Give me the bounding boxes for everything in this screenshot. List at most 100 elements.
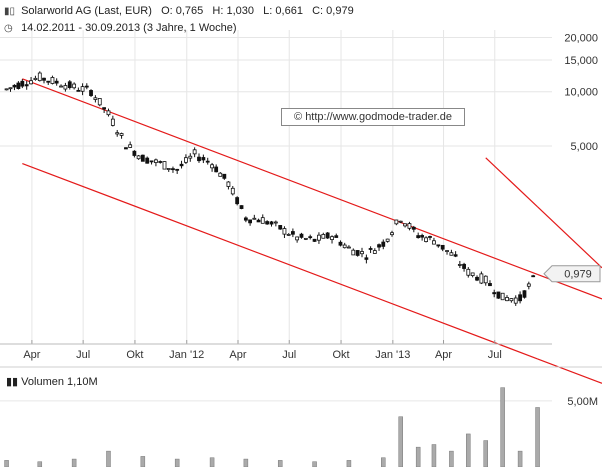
trend-line-extension [537, 206, 602, 269]
candle-body [72, 83, 77, 89]
candle-body [184, 157, 188, 163]
candle-body [403, 223, 407, 227]
candle-body [372, 250, 377, 254]
candle-body [162, 161, 167, 170]
trend-line-extension [537, 358, 602, 384]
volume-label: Volumen 1,10M [21, 376, 98, 388]
candle-body [436, 244, 441, 247]
bar-chart-icon: ▮▯ [4, 6, 16, 17]
candle-body [210, 164, 214, 169]
candle-body [50, 77, 55, 84]
volume-bar [535, 407, 540, 467]
candle-body [312, 238, 317, 242]
candle-body [282, 228, 287, 235]
candle-body [440, 244, 445, 250]
candle-body [496, 291, 501, 299]
x-tick-label: Apr [435, 349, 452, 361]
candle-body [136, 155, 141, 160]
volume-bar [500, 387, 505, 467]
candle-body [54, 80, 59, 84]
candle-body [89, 90, 93, 96]
x-tick-label: Jul [488, 349, 502, 361]
candle-body [513, 297, 518, 304]
candle-body [449, 252, 454, 256]
candle-body [230, 187, 235, 195]
candle-body [154, 159, 158, 163]
candle-body [303, 237, 308, 240]
candle-body [76, 89, 81, 92]
candle-body [265, 221, 270, 225]
candle-body [325, 232, 330, 239]
volume-bar [71, 458, 77, 467]
y-tick-label: 20,000 [564, 32, 598, 44]
candle-body [299, 233, 304, 238]
candle-body [290, 231, 295, 235]
y-tick-label: 5,000 [570, 141, 598, 153]
volume-bar [398, 416, 403, 467]
volume-bar [4, 460, 9, 467]
x-tick-label: Apr [23, 349, 40, 361]
candle-body [239, 205, 244, 209]
candle-body [4, 88, 9, 91]
candle-body [80, 86, 85, 92]
volume-bar [381, 457, 386, 467]
candle-body [428, 236, 432, 238]
candle-body [59, 85, 63, 88]
candle-body [342, 244, 347, 249]
candle-body [37, 72, 42, 82]
candle-body [368, 248, 373, 250]
price-candles [4, 71, 536, 306]
x-tick-label: Jan '13 [375, 349, 410, 361]
volume-bar [517, 450, 523, 467]
chart-header: ▮▯ Solarworld AG (Last, EUR) O: 0,765 H:… [4, 5, 354, 17]
candle-body [424, 237, 428, 242]
x-tick-label: Jul [76, 349, 90, 361]
x-tick-label: Jan '12 [169, 349, 204, 361]
candle-body [334, 235, 339, 238]
candle-body [518, 294, 522, 302]
candle-body [475, 276, 479, 281]
date-range-text: 14.02.2011 - 30.09.2013 (3 Jahre, 1 Woch… [21, 22, 237, 34]
candle-body [42, 77, 46, 81]
candle-body [398, 220, 403, 223]
candle-body [188, 155, 193, 159]
candle-body [222, 173, 227, 179]
candle-body [531, 275, 536, 278]
candle-body [377, 244, 381, 248]
volume-icon: ▮▮ [6, 376, 22, 388]
last-value-tag [543, 265, 601, 283]
candle-body [149, 160, 154, 163]
candle-body [273, 221, 278, 224]
trend-line [22, 162, 538, 360]
x-tick-label: Apr [229, 349, 246, 361]
x-tick-label: Okt [126, 349, 143, 361]
candle-body [124, 147, 128, 150]
volume-bar [431, 444, 437, 467]
volume-bar [140, 456, 146, 467]
candle-body [33, 77, 38, 80]
candle-body [351, 249, 356, 256]
volume-bar [449, 450, 454, 467]
volume-bar [106, 450, 111, 467]
volume-bar [174, 458, 180, 467]
candle-body [385, 238, 390, 242]
candle-body [166, 168, 171, 170]
last-value-label: 0,979 [564, 269, 592, 281]
candle-body [171, 168, 175, 171]
candle-body [192, 149, 197, 155]
chart-title: Solarworld AG (Last, EUR) [21, 5, 152, 17]
candle-body [132, 150, 137, 156]
candle-body [505, 297, 509, 302]
volume-bar [209, 457, 215, 467]
candle-body [46, 80, 51, 83]
candle-body [509, 298, 514, 302]
clock-icon: ◷ [4, 23, 13, 34]
candle-body [128, 144, 133, 148]
x-tick-label: Okt [332, 349, 349, 361]
candle-body [16, 82, 21, 89]
candle-body [29, 80, 33, 85]
candle-body [63, 85, 68, 90]
candle-body [106, 110, 111, 116]
grid [0, 30, 552, 340]
